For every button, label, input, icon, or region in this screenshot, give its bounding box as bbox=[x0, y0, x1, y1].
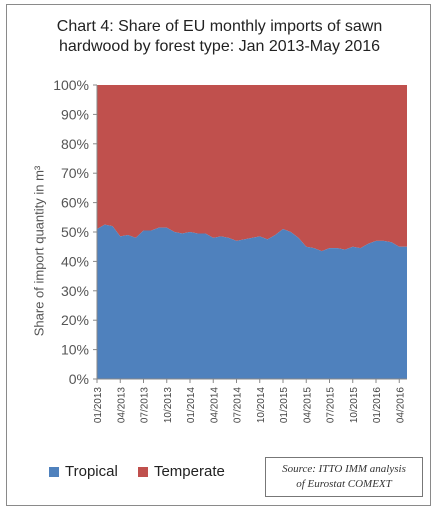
legend-item-tropical: Tropical bbox=[49, 463, 118, 480]
legend-swatch-temperate bbox=[137, 466, 148, 477]
chart-frame: Chart 4: Share of EU monthly imports of … bbox=[6, 4, 431, 506]
plot-area: 0% 10% 20% 30% 40% 50% 60% 70% 80% 90% 100% 01/2013… bbox=[53, 77, 407, 424]
y-tick-label: 100% bbox=[53, 77, 89, 93]
x-tick-label: 07/2015 bbox=[326, 387, 337, 424]
x-tick-label: 07/2013 bbox=[140, 387, 151, 424]
legend-swatch-tropical bbox=[49, 466, 59, 477]
x-tick-label: 10/2013 bbox=[163, 387, 174, 424]
y-tick-label: 40% bbox=[61, 253, 89, 269]
y-tick-label: 30% bbox=[61, 283, 89, 299]
y-tick-label: 0% bbox=[69, 371, 89, 387]
area-tropical bbox=[97, 224, 407, 379]
x-tick-label: 01/2013 bbox=[93, 387, 104, 424]
chart-title: Chart 4: Share of EU monthly imports of … bbox=[56, 18, 383, 55]
legend-label-tropical: Tropical bbox=[65, 463, 118, 480]
x-tick-label: 04/2013 bbox=[116, 387, 127, 424]
y-tick-label: 20% bbox=[61, 312, 89, 328]
x-tick-label: 01/2015 bbox=[279, 387, 290, 424]
x-tick-label: 10/2015 bbox=[349, 387, 360, 424]
y-tick-label: 70% bbox=[61, 165, 89, 181]
legend-item-temperate: Temperate bbox=[137, 463, 225, 480]
area-temperate bbox=[97, 85, 407, 252]
y-tick-label: 80% bbox=[61, 136, 89, 152]
y-tick-label: 10% bbox=[61, 342, 89, 358]
legend-label-temperate: Temperate bbox=[153, 463, 225, 480]
x-tick-label: 07/2014 bbox=[233, 387, 244, 424]
y-axis-label: Share of import quantity in m³ bbox=[31, 165, 47, 337]
source-note: Source: ITTO IMM analysis of Eurostat CO… bbox=[265, 457, 423, 497]
x-tick-label: 01/2016 bbox=[372, 387, 383, 424]
x-tick-label: 04/2015 bbox=[302, 387, 313, 424]
x-tick-label: 04/2014 bbox=[209, 387, 220, 424]
y-tick-label: 90% bbox=[61, 106, 89, 122]
y-tick-label: 60% bbox=[61, 195, 89, 211]
y-tick-label: 50% bbox=[61, 224, 89, 240]
x-tick-label: 04/2016 bbox=[395, 387, 406, 424]
legend: Tropical Temperate bbox=[49, 463, 241, 481]
x-tick-label: 01/2014 bbox=[186, 387, 197, 424]
x-tick-label: 10/2014 bbox=[256, 387, 267, 424]
